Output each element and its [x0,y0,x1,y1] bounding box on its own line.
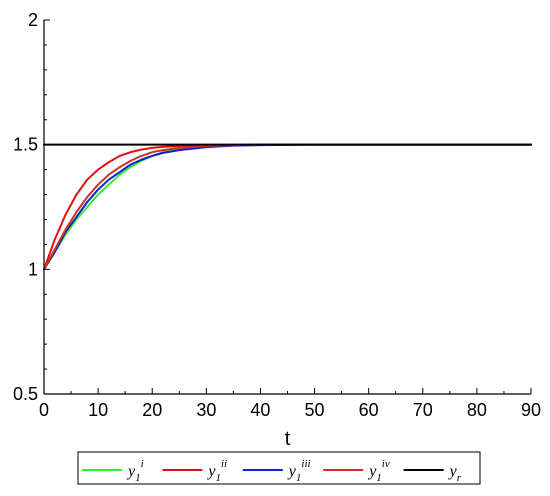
x-tick-label: 60 [359,400,379,420]
plot-layer [43,143,532,271]
y-tick-label: 1.5 [13,135,38,155]
y-tick-label: 2 [28,10,38,30]
x-tick-label: 40 [250,400,270,420]
x-tick-label: 30 [196,400,216,420]
legend-box [77,451,481,485]
series-line-y1iii [43,143,532,271]
legend-label-y1ii: y1ii [206,458,227,484]
series-line-y1i [43,143,532,271]
legend-label-yr: yr [448,463,462,484]
series-line-y1iv [43,143,532,271]
x-tick-label: 10 [88,400,108,420]
x-tick-label: 20 [142,400,162,420]
x-tick-label: 0 [39,400,49,420]
x-tick-label: 90 [521,400,541,420]
x-tick-label: 80 [467,400,487,420]
y-tick-label: 0.5 [13,384,38,404]
legend-label-y1iii: y1iii [287,458,311,484]
x-tick-label: 50 [305,400,325,420]
axis-layer: 0 10 20 30 40 50 60 70 80 90 0.5 1 1.5 2 t [13,10,541,450]
x-tick-label: 70 [413,400,433,420]
series-line-y1ii [43,143,532,271]
x-axis-label: t [285,428,291,450]
y-tick-label: 1 [28,259,38,279]
legend-label-y1i: y1i [126,458,144,484]
legend-label-y1iv: y1iv [367,458,390,484]
legend: y1i y1ii y1iii y1iv yr [77,451,481,485]
